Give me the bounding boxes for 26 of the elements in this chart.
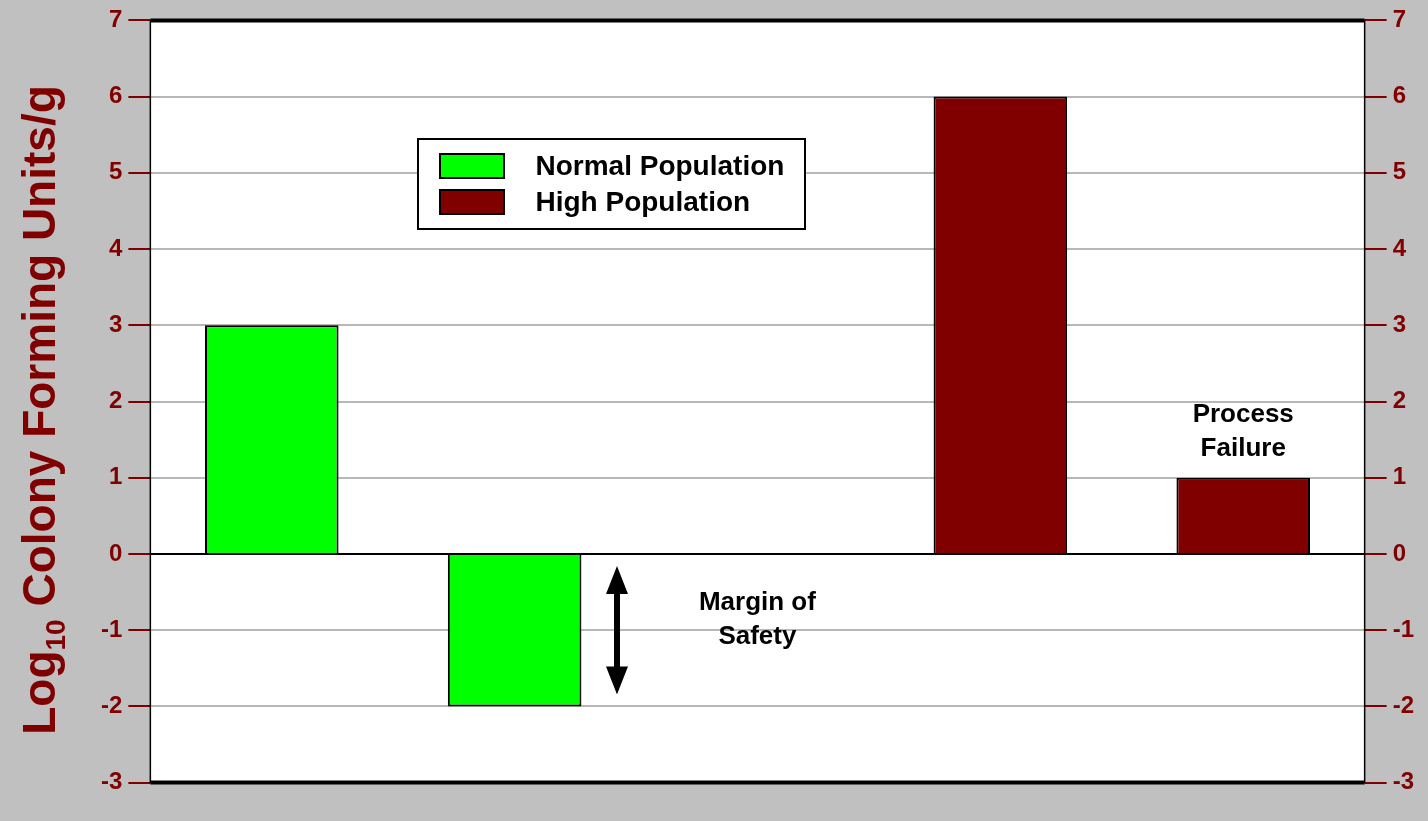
annotation: Process Failure [1191,396,1295,464]
legend-label: Normal Population [535,150,785,183]
y2-tick-label: -3 [1392,767,1414,795]
y-tick-label: 7 [108,5,123,33]
y-tick-label: 4 [108,233,123,261]
y-tick-label: 2 [108,386,123,414]
y-tick-label: -2 [101,691,123,719]
y-tick-label: 3 [108,309,123,337]
y2-tick-label: 6 [1392,81,1407,109]
y2-tick-label: 4 [1392,233,1407,261]
y2-tick-label: 7 [1392,5,1407,33]
y-tick-label: -1 [101,614,123,642]
y2-tick-label: 0 [1392,538,1407,566]
y2-tick-label: 5 [1392,157,1407,185]
y2-tick-label: -1 [1392,614,1414,642]
y2-tick-label: -2 [1392,691,1414,719]
y-tick-label: 6 [108,81,123,109]
y2-tick-label: 2 [1392,386,1407,414]
y2-tick-label: 1 [1392,462,1407,490]
annotation: Margin of Safety [697,584,817,652]
legend-label: High Population [535,186,751,219]
y-tick-label: 0 [108,538,123,566]
y-tick-label: -3 [101,767,123,795]
y-tick-label: 1 [108,462,123,490]
y-tick-label: 5 [108,157,123,185]
y2-tick-label: 3 [1392,309,1407,337]
